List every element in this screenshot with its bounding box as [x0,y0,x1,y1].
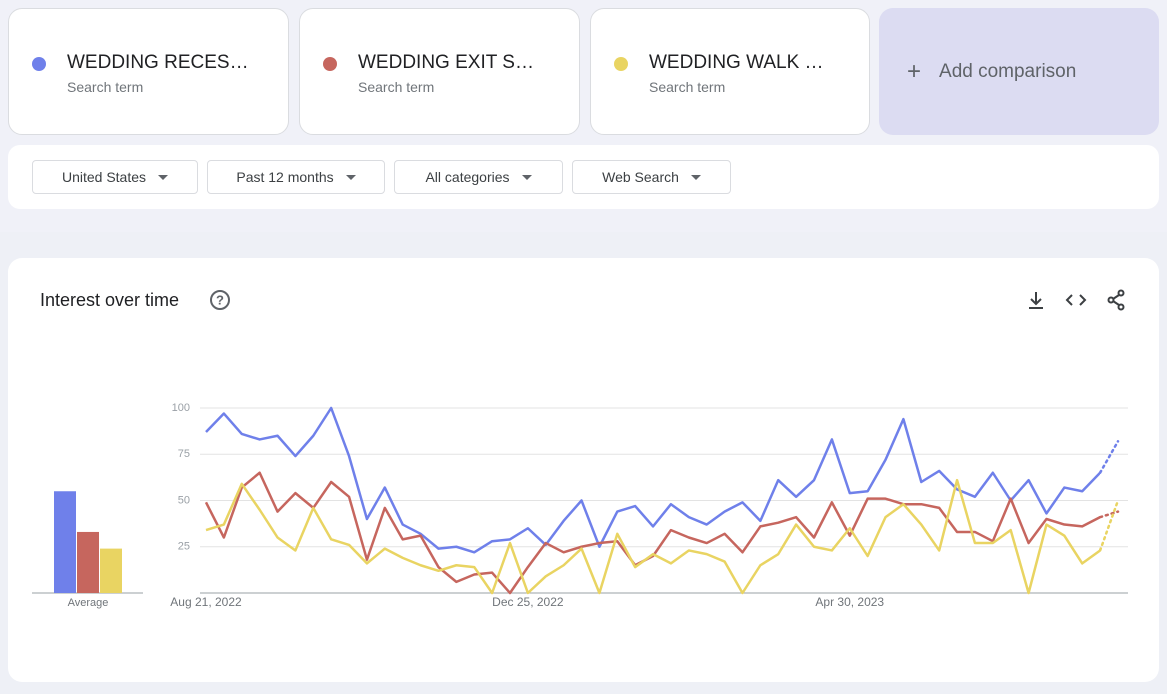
filter-dropdown[interactable]: All categories [394,160,563,194]
help-icon[interactable]: ? [210,290,230,310]
term-name: WEDDING WALK … [649,52,824,73]
average-bar [100,548,122,593]
term-name: WEDDING RECES… [67,52,249,73]
term-card[interactable]: WEDDING EXIT S… Search term [299,8,580,135]
term-subtitle: Search term [358,79,435,95]
partial-segment [1098,499,1120,552]
dropdown-caret [158,174,169,180]
chart-card [8,258,1159,682]
term-name: WEDDING EXIT S… [358,52,534,73]
x-tick-label: Dec 25, 2022 [492,595,564,609]
term-dot [614,57,628,71]
y-tick-label: 100 [172,402,190,414]
embed-icon[interactable] [1065,294,1087,306]
partial-segment [1098,440,1120,474]
dropdown-caret [521,174,532,180]
svg-text:?: ? [216,292,224,307]
filter-label: Past 12 months [236,169,334,185]
dropdown-caret [690,174,701,180]
term-dot [323,57,337,71]
filter-dropdown[interactable]: Web Search [572,160,731,194]
y-tick-label: 75 [178,448,190,460]
add-comparison[interactable]: + Add comparison [879,8,1159,135]
term-subtitle: Search term [649,79,726,95]
filter-dropdown[interactable]: United States [32,160,198,194]
term-card[interactable]: WEDDING RECES… Search term [8,8,289,135]
average-bar [54,491,76,593]
x-tick-label: Aug 21, 2022 [170,595,242,609]
term-subtitle: Search term [67,79,144,95]
filter-bar: United States Past 12 months All categorie… [8,145,1159,209]
trend-line [204,471,1101,595]
y-tick-label: 50 [178,494,190,506]
share-icon[interactable] [1107,289,1125,311]
download-icon[interactable] [1029,292,1043,309]
filter-label: United States [61,169,147,185]
x-tick-label: Apr 30, 2023 [815,595,884,609]
filter-label: Web Search [602,169,679,185]
trend-line [205,406,1101,554]
filter-label: All categories [425,169,510,185]
filter-dropdown[interactable]: Past 12 months [207,160,385,194]
average-label: Average [68,597,109,609]
add-comparison-label: Add comparison [939,60,1077,82]
average-bar [77,531,99,593]
chart-title: Interest over time [40,290,179,310]
plus-icon: + [907,57,922,85]
term-card[interactable]: WEDDING WALK … Search term [590,8,870,135]
partial-segment [1098,510,1120,519]
y-tick-label: 25 [178,541,190,553]
dropdown-caret [345,174,356,180]
trend-line [205,478,1101,595]
term-dot [32,57,46,71]
